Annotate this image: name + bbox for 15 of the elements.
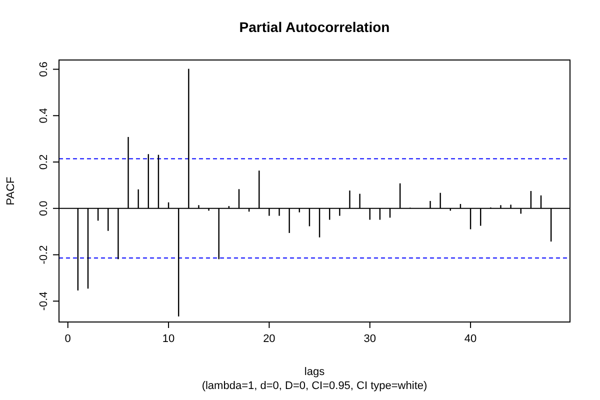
y-tick-label: 0.2: [38, 154, 50, 170]
y-tick-label: 0.4: [38, 108, 50, 124]
y-tick-label: -0.2: [38, 245, 50, 264]
x-tick-label: 0: [64, 333, 71, 345]
x-tick-label: 30: [364, 333, 376, 345]
x-axis-title: lags: [304, 366, 326, 378]
y-axis-title: PACF: [5, 176, 17, 206]
text: (lambda=1, d=0, D=0, CI=0.95, CI type=white): [202, 380, 428, 392]
chart-title: Partial Autocorrelation: [239, 19, 390, 35]
y-tick-label: -0.4: [38, 292, 50, 311]
x-tick-label: 10: [162, 333, 175, 345]
x-tick-label: 40: [464, 333, 477, 345]
x-tick-label: 20: [263, 333, 276, 345]
y-tick-label: 0.0: [38, 200, 50, 216]
y-tick-label: 0.6: [38, 62, 50, 77]
